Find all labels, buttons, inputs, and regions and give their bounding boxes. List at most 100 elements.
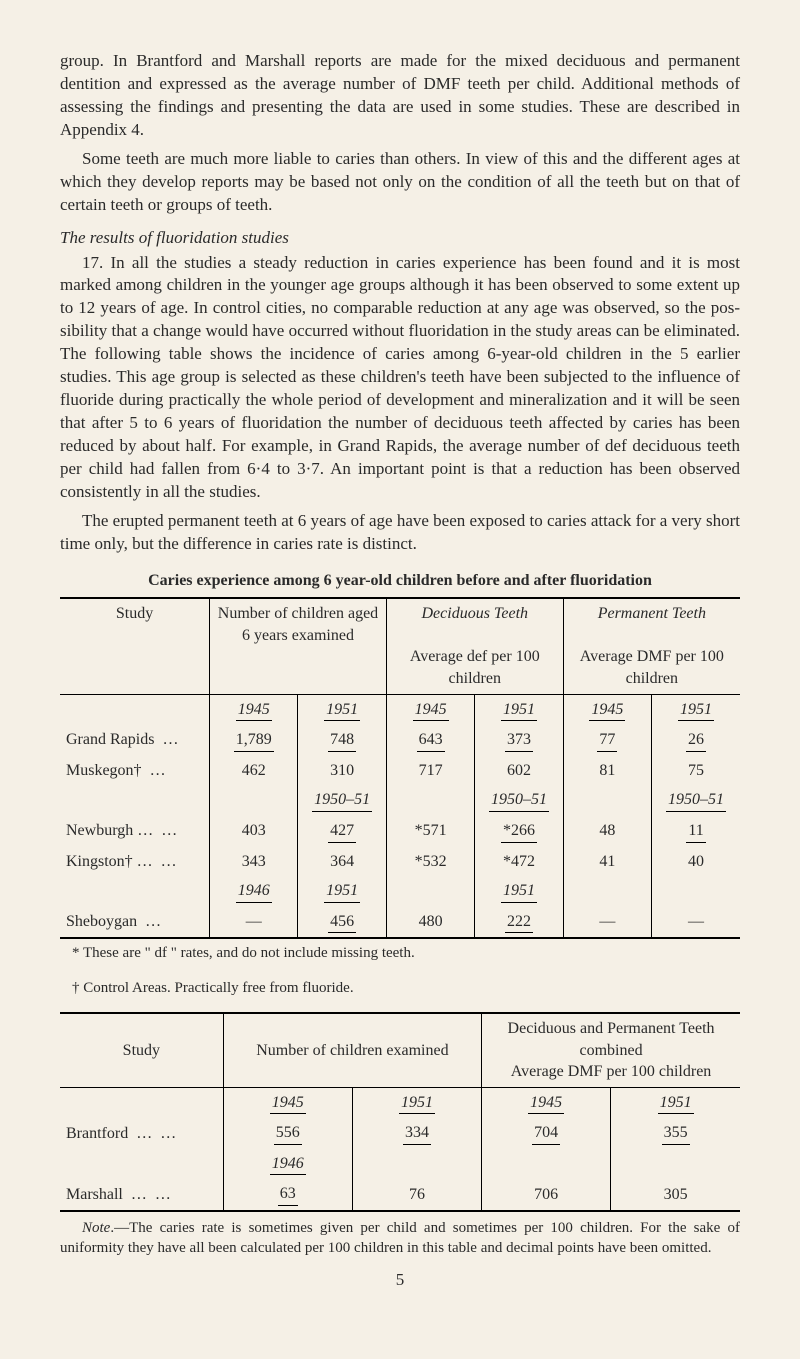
t2-r2-a: 63: [278, 1183, 298, 1206]
t1-y2-b: 1950–51: [312, 789, 372, 812]
table-row: Kingston† … … 343 364 *532 *472 41 40: [60, 847, 740, 877]
t1-y2-f: 1950–51: [666, 789, 726, 812]
t2-r2-b: 76: [352, 1179, 481, 1211]
t1-r5-c: 480: [386, 907, 474, 939]
t1-r3-e: 48: [563, 816, 651, 847]
t2-y1-c: 1945: [528, 1092, 564, 1115]
table-row: Grand Rapids … 1,789 748 643 373 77 26: [60, 725, 740, 756]
t1-head-permanent: Permanent Teeth Average DMF per 100 chil…: [563, 598, 740, 694]
t2-r1-b: 334: [403, 1122, 431, 1145]
t1-r5-e: —: [563, 907, 651, 939]
t2-r1-study: Brantford: [66, 1125, 128, 1142]
table2: Study Number of children examined Decidu…: [60, 1012, 740, 1212]
t1-y2-d: 1950–51: [489, 789, 549, 812]
t1-head-permanent-title: Permanent Teeth: [598, 605, 706, 622]
t1-y1-b: 1951: [324, 699, 360, 722]
t1-y3-d: 1951: [501, 880, 537, 903]
t1-r2-f: 75: [652, 756, 740, 786]
t1-y1-f: 1951: [678, 699, 714, 722]
t1-head-num: Number of children aged 6 years examined: [210, 598, 387, 694]
t1-r3-c: *571: [386, 816, 474, 847]
paragraph-2: Some teeth are much more liable to carie…: [60, 148, 740, 217]
t2-head-study: Study: [60, 1013, 223, 1087]
t2-r2-d: 305: [611, 1179, 740, 1211]
t2-head-num: Number of children examined: [223, 1013, 481, 1087]
t1-r4-d: *472: [475, 847, 563, 877]
table-row: Brantford … … 556 334 704 355: [60, 1118, 740, 1149]
t2-head-combined: Deciduous and Permanent Teeth combined A…: [482, 1013, 740, 1087]
t2-r2-c: 706: [482, 1179, 611, 1211]
t1-r3-d: *266: [501, 820, 537, 843]
table1: Study Number of children aged 6 years ex…: [60, 597, 740, 939]
t1-r5-a: —: [210, 907, 298, 939]
t1-r1-study: Grand Rapids: [66, 731, 154, 748]
note-text: —The caries rate is sometimes given per …: [60, 1220, 740, 1256]
t1-r1-c: 643: [417, 729, 445, 752]
t1-y1-d: 1951: [501, 699, 537, 722]
t1-r4-study: Kingston† …: [66, 853, 153, 870]
t1-r1-a: 1,789: [234, 729, 274, 752]
t2-y1-a: 1945: [270, 1092, 306, 1115]
note: Note.—The caries rate is sometimes given…: [60, 1218, 740, 1259]
t2-r1-a: 556: [274, 1122, 302, 1145]
t1-r2-d: 602: [475, 756, 563, 786]
table-row: Newburgh … … 403 427 *571 *266 48 11: [60, 816, 740, 847]
t1-r5-b: 456: [328, 911, 356, 934]
t1-head-permanent-sub: Average DMF per 100 children: [580, 648, 724, 687]
t2-head-combined-title: Deciduous and Permanent Teeth combined: [508, 1020, 715, 1059]
t1-r1-e: 77: [597, 729, 617, 752]
t1-r5-f: —: [652, 907, 740, 939]
t1-head-deciduous-sub: Average def per 100 children: [410, 648, 540, 687]
t1-r4-e: 41: [563, 847, 651, 877]
t2-r1-c: 704: [532, 1122, 560, 1145]
t1-y1-e: 1945: [589, 699, 625, 722]
t1-r3-study: Newburgh …: [66, 822, 153, 839]
t1-r3-b: 427: [328, 820, 356, 843]
t1-r2-study: Muskegon†: [66, 762, 142, 779]
table1-footnote-1: * These are " df " rates, and do not inc…: [60, 943, 740, 963]
t1-year-row-2: 1950–51 1950–51 1950–51: [60, 785, 740, 816]
t2-year-row-1: 1945 1951 1945 1951: [60, 1087, 740, 1118]
t2-year-row-2: 1946: [60, 1149, 740, 1180]
t1-r3-a: 403: [210, 816, 298, 847]
t1-head-deciduous: Deciduous Teeth Average def per 100 chil…: [386, 598, 563, 694]
t1-r3-f: 11: [686, 820, 705, 843]
t1-head-deciduous-title: Deciduous Teeth: [422, 605, 529, 622]
table-row: Muskegon† … 462 310 717 602 81 75: [60, 756, 740, 786]
t1-y3-b: 1951: [324, 880, 360, 903]
t1-r5-study: Sheboygan: [66, 913, 137, 930]
t2-r1-d: 355: [662, 1122, 690, 1145]
t2-y1-d: 1951: [658, 1092, 694, 1115]
t1-head-study: Study: [60, 598, 210, 694]
paragraph-3: 17. In all the studies a steady reductio…: [60, 252, 740, 504]
t1-r1-d: 373: [505, 729, 533, 752]
t1-r2-a: 462: [210, 756, 298, 786]
subheading: The results of fluoridation studies: [60, 227, 740, 250]
page-number: 5: [60, 1269, 740, 1292]
table-row: Sheboygan … — 456 480 222 — —: [60, 907, 740, 939]
t1-r4-a: 343: [210, 847, 298, 877]
t1-r1-f: 26: [686, 729, 706, 752]
t1-y1-a: 1945: [236, 699, 272, 722]
t1-r4-f: 40: [652, 847, 740, 877]
t1-y3-a: 1946: [236, 880, 272, 903]
t1-r4-c: *532: [386, 847, 474, 877]
t1-r2-e: 81: [563, 756, 651, 786]
table-row: Marshall … … 63 76 706 305: [60, 1179, 740, 1211]
t1-r2-c: 717: [386, 756, 474, 786]
t2-head-combined-sub: Average DMF per 100 children: [511, 1063, 712, 1080]
table1-caption: Caries experience among 6 year-old child…: [60, 570, 740, 592]
t1-r1-b: 748: [328, 729, 356, 752]
paragraph-4: The erupted permanent teeth at 6 years o…: [60, 510, 740, 556]
table1-footnote-2: † Control Areas. Practically free from f…: [60, 978, 740, 998]
t1-r2-b: 310: [298, 756, 386, 786]
paragraph-1: group. In Brantford and Marshall reports…: [60, 50, 740, 142]
t2-y1-b: 1951: [399, 1092, 435, 1115]
t1-r4-b: 364: [298, 847, 386, 877]
t1-y1-c: 1945: [413, 699, 449, 722]
t2-y2-a: 1946: [270, 1153, 306, 1176]
t1-year-row-1: 1945 1951 1945 1951 1945 1951: [60, 694, 740, 725]
t1-r5-d: 222: [505, 911, 533, 934]
t1-year-row-3: 1946 1951 1951: [60, 876, 740, 907]
t2-r2-study: Marshall: [66, 1186, 123, 1203]
